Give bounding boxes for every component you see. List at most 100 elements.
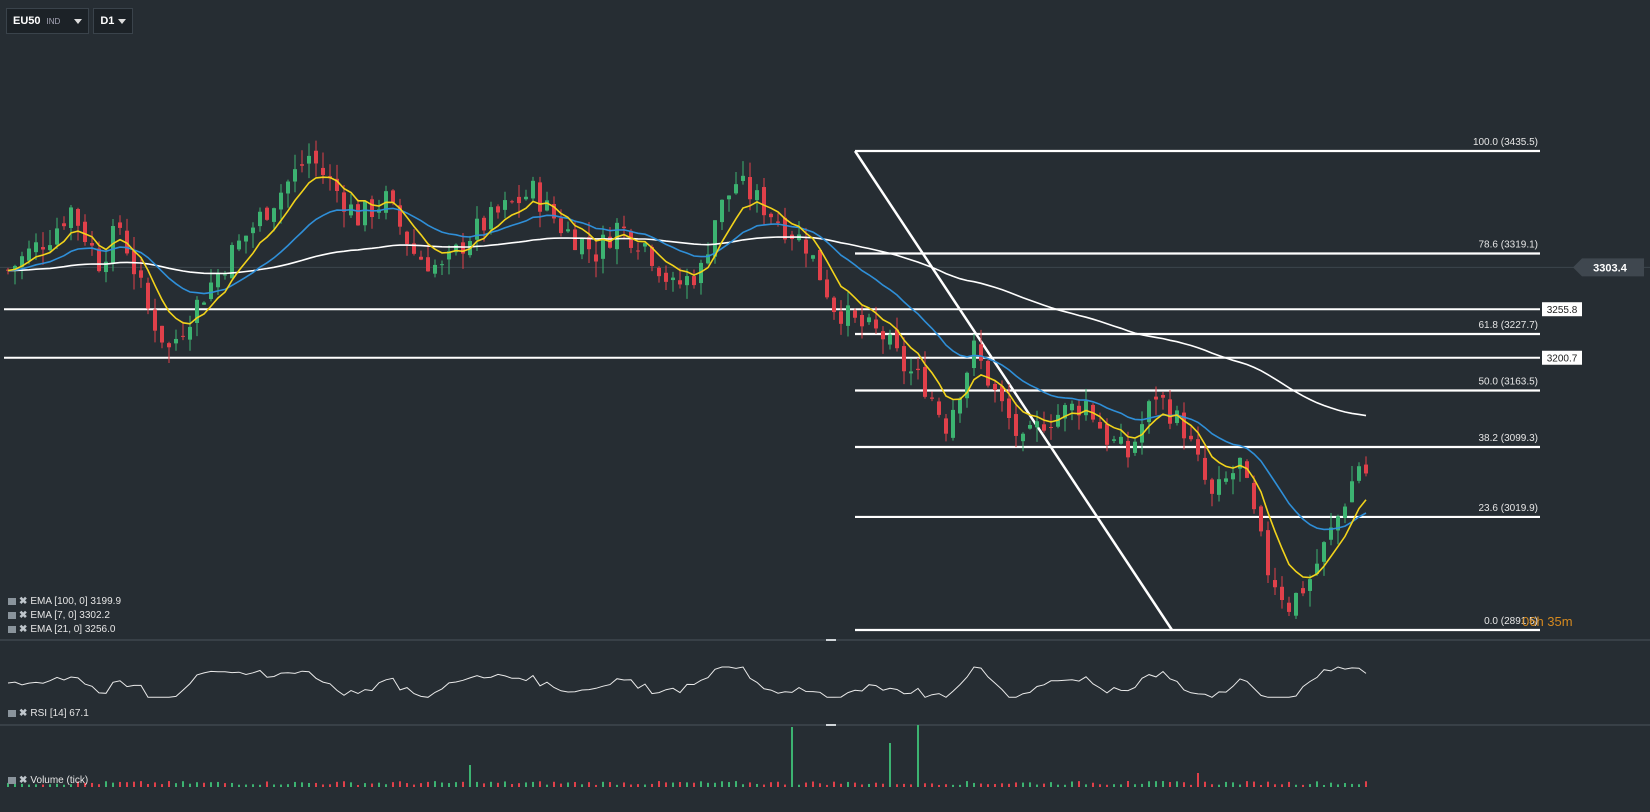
- candle-body: [811, 255, 815, 259]
- volume-bar: [287, 784, 289, 787]
- close-icon[interactable]: ✖: [19, 610, 28, 621]
- volume-bar: [1211, 784, 1213, 787]
- volume-bar: [1029, 782, 1031, 787]
- settings-icon[interactable]: [8, 626, 16, 633]
- volume-bar: [644, 784, 646, 787]
- volume-bar: [133, 781, 135, 787]
- candle-body: [454, 244, 458, 253]
- candle-body: [1161, 394, 1165, 398]
- legend-ema7: ✖ EMA [7, 0] 3302.2: [8, 610, 110, 621]
- candle-body: [664, 272, 668, 282]
- candle-body: [1007, 398, 1011, 419]
- rsi-line: [7, 666, 1367, 698]
- volume-bar: [686, 782, 688, 787]
- volume-bar: [1155, 781, 1157, 787]
- volume-bar: [1162, 781, 1164, 787]
- candle-body: [678, 280, 682, 285]
- candle-body: [587, 237, 591, 250]
- volume-bar: [322, 784, 324, 787]
- candle-body: [657, 267, 661, 277]
- volume-bar: [1253, 781, 1255, 787]
- candle-body: [97, 248, 101, 272]
- volume-bar: [1232, 782, 1234, 787]
- volume-bar: [525, 782, 527, 787]
- volume-bar: [378, 782, 380, 787]
- volume-bar: [966, 781, 968, 787]
- candle-body: [909, 371, 913, 374]
- candle-body: [62, 223, 66, 227]
- legend-label: EMA [7, 0] 3302.2: [30, 610, 110, 621]
- candle-body: [755, 190, 759, 201]
- settings-icon[interactable]: [8, 777, 16, 784]
- candle-body: [272, 208, 276, 222]
- candle-body: [566, 229, 570, 232]
- rsi-panel: [7, 666, 1367, 698]
- candle-body: [391, 190, 395, 203]
- candle-body: [1301, 588, 1305, 594]
- fib-level-label: 38.2 (3099.3): [1479, 433, 1539, 444]
- candle-body: [608, 236, 612, 248]
- volume-bar: [7, 782, 9, 787]
- volume-bar: [329, 784, 331, 787]
- volume-bar: [1120, 784, 1122, 787]
- close-icon[interactable]: ✖: [19, 624, 28, 635]
- volume-bar: [42, 784, 44, 787]
- settings-icon[interactable]: [8, 710, 16, 717]
- settings-icon[interactable]: [8, 598, 16, 605]
- fib-level-label: 78.6 (3319.1): [1479, 239, 1539, 250]
- volume-bar: [357, 784, 359, 787]
- price-labels: 3255.8 3200.7 3303.4 06h 35m: [1522, 258, 1644, 629]
- volume-bar: [728, 782, 730, 787]
- volume-bar: [1099, 784, 1101, 787]
- volume-bar: [161, 784, 163, 787]
- volume-bar: [1015, 782, 1017, 787]
- candle-body: [279, 192, 283, 210]
- volume-bar: [938, 784, 940, 787]
- candle-body: [650, 246, 654, 266]
- volume-bar: [959, 784, 961, 787]
- close-icon[interactable]: ✖: [19, 596, 28, 607]
- close-icon[interactable]: ✖: [19, 775, 28, 786]
- candle-body: [1105, 423, 1109, 445]
- volume-bar: [112, 782, 114, 787]
- volume-bar: [273, 784, 275, 787]
- candle-body: [405, 231, 409, 244]
- symbol-selector[interactable]: EU50 IND: [6, 8, 90, 34]
- candle-body: [895, 329, 899, 349]
- volume-bar: [1176, 781, 1178, 787]
- candle-body: [20, 256, 24, 267]
- candle-body: [965, 372, 969, 399]
- price-label-text: 3200.7: [1547, 354, 1578, 365]
- price-label-box: [1542, 302, 1582, 317]
- candle-body: [839, 311, 843, 324]
- close-icon[interactable]: ✖: [19, 708, 28, 719]
- volume-bar: [749, 782, 751, 787]
- candle-body: [685, 276, 689, 286]
- candle-body: [601, 234, 605, 259]
- volume-bar: [784, 784, 786, 787]
- volume-bar: [889, 743, 891, 787]
- candle-body: [986, 360, 990, 386]
- volume-bar: [91, 782, 93, 787]
- candle-body: [342, 192, 346, 212]
- candle-body: [559, 218, 563, 234]
- volume-bar: [826, 784, 828, 787]
- timeframe-selector[interactable]: D1: [93, 8, 134, 34]
- volume-bar: [70, 784, 72, 787]
- volume-bar: [637, 784, 639, 787]
- volume-bar: [238, 784, 240, 787]
- candle-body: [1014, 414, 1018, 436]
- candle-body: [706, 254, 710, 264]
- settings-icon[interactable]: [8, 612, 16, 619]
- candle-body: [1175, 410, 1179, 424]
- volume-bar: [231, 782, 233, 787]
- candle-body: [979, 344, 983, 361]
- candle-body: [48, 245, 52, 251]
- volume-bar: [693, 782, 695, 787]
- volume-bar: [1288, 781, 1290, 787]
- candle-body: [153, 309, 157, 331]
- volume-bar: [896, 784, 898, 787]
- candle-body: [1189, 435, 1193, 440]
- volume-bar: [14, 781, 16, 787]
